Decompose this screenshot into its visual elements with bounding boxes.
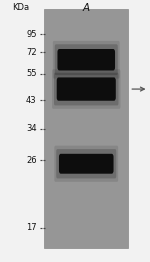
Text: 17: 17 [26,223,37,232]
Bar [44,9,128,248]
Text: A: A [83,3,90,13]
FancyBboxPatch shape [52,69,120,109]
Text: 55: 55 [26,69,37,78]
Text: 34: 34 [26,124,37,133]
FancyBboxPatch shape [54,146,118,182]
Text: 43: 43 [26,96,37,105]
FancyBboxPatch shape [54,73,119,105]
FancyBboxPatch shape [56,149,116,178]
FancyBboxPatch shape [53,41,120,79]
Text: 72: 72 [26,48,37,57]
FancyBboxPatch shape [57,49,115,70]
FancyBboxPatch shape [57,78,116,101]
FancyBboxPatch shape [59,154,114,174]
Text: 95: 95 [26,30,37,39]
Text: 26: 26 [26,156,37,165]
Text: KDa: KDa [12,3,29,12]
FancyBboxPatch shape [55,44,118,75]
